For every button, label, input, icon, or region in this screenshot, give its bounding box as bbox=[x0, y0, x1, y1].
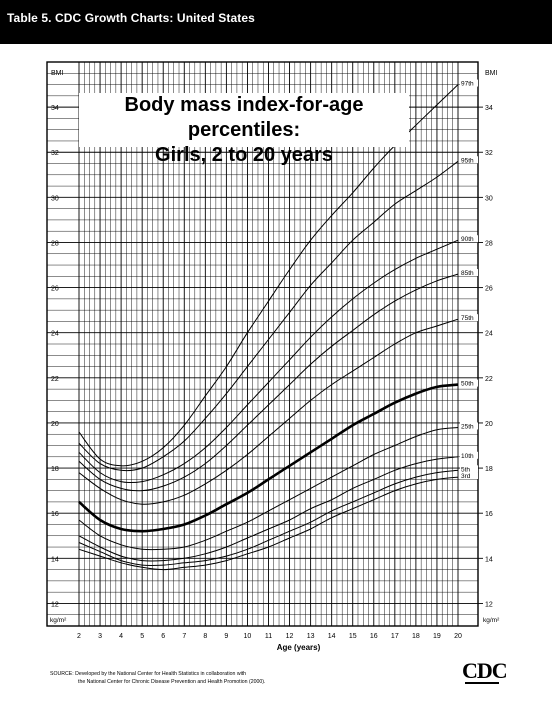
curve-label-10th: 10th bbox=[461, 453, 474, 460]
y-tick-label-right: 30 bbox=[485, 195, 493, 202]
chart-subtitle: Girls, 2 to 20 years bbox=[155, 144, 333, 166]
header-title: Table 5. CDC Growth Charts: United State… bbox=[7, 11, 255, 25]
y-tick-label-right: 12 bbox=[485, 601, 493, 608]
curve-90th bbox=[78, 239, 459, 484]
y-tick-label-right: 18 bbox=[485, 466, 493, 473]
x-tick-label: 19 bbox=[433, 633, 441, 640]
y-unit-label-left: kg/m² bbox=[50, 617, 67, 624]
curve-label-97th: 97th bbox=[461, 81, 474, 88]
cdc-logo-bar bbox=[465, 682, 499, 684]
x-axis-label: Age (years) bbox=[277, 643, 321, 652]
curve-label-bg bbox=[460, 379, 478, 387]
curve-label-bg bbox=[460, 314, 478, 322]
y-tick-label-right: 26 bbox=[485, 286, 493, 293]
curve-label-75th: 75th bbox=[461, 315, 474, 322]
x-tick-label: 3 bbox=[98, 633, 102, 640]
curve-label-bg bbox=[460, 156, 478, 164]
x-tick-label: 12 bbox=[286, 633, 294, 640]
curve-label-95th: 95th bbox=[461, 157, 474, 164]
chart-title: Body mass index-for-age percentiles: bbox=[124, 94, 364, 141]
y-tick-label-left: 12 bbox=[51, 601, 59, 608]
y-tick-label-left: 20 bbox=[51, 421, 59, 428]
curve-label-bg bbox=[460, 472, 478, 480]
y-unit-label-right: kg/m² bbox=[483, 617, 500, 624]
curve-label-90th: 90th bbox=[461, 236, 474, 243]
curve-label-25th: 25th bbox=[461, 423, 474, 430]
y-tick-label-right: 16 bbox=[485, 511, 493, 518]
curve-3rd bbox=[78, 476, 459, 571]
y-tick-label-left: 22 bbox=[51, 376, 59, 383]
x-tick-label: 11 bbox=[265, 633, 272, 640]
curve-label-bg bbox=[460, 269, 478, 277]
cdc-logo-text: CDC bbox=[462, 658, 508, 683]
curve-25th bbox=[78, 427, 459, 551]
y-tick-label-left: 18 bbox=[51, 466, 59, 473]
x-tick-label: 2 bbox=[77, 633, 81, 640]
y-tick-label-left: 24 bbox=[51, 331, 59, 338]
curve-50th bbox=[78, 383, 459, 533]
x-tick-label: 20 bbox=[454, 633, 462, 640]
y-tick-label-left: 34 bbox=[51, 105, 59, 112]
y-tick-label-left: 32 bbox=[51, 150, 59, 157]
y-tick-label-right: 34 bbox=[485, 105, 493, 112]
x-tick-label: 8 bbox=[203, 633, 207, 640]
y-tick-label-right: 32 bbox=[485, 150, 493, 157]
y-tick-label-left: 14 bbox=[51, 556, 59, 563]
y-tick-label-left: 26 bbox=[51, 286, 59, 293]
y-tick-label-right: 20 bbox=[485, 421, 493, 428]
y-tick-label-left: 30 bbox=[51, 195, 59, 202]
x-tick-label: 10 bbox=[244, 633, 252, 640]
x-tick-label: 5 bbox=[140, 633, 144, 640]
curve-95th bbox=[78, 160, 459, 472]
x-tick-label: 15 bbox=[349, 633, 357, 640]
curve-label-bg bbox=[460, 465, 478, 473]
x-tick-label: 18 bbox=[412, 633, 420, 640]
curve-label-bg bbox=[460, 235, 478, 243]
x-tick-label: 17 bbox=[391, 633, 399, 640]
y-tick-label-right: 14 bbox=[485, 556, 493, 563]
y-tick-label-right: 24 bbox=[485, 331, 493, 338]
source-line-2: the National Center for Chronic Disease … bbox=[78, 679, 266, 685]
source-note: SOURCE: Developed by the National Center… bbox=[50, 670, 265, 686]
x-tick-label: 16 bbox=[370, 633, 378, 640]
curve-label-bg bbox=[460, 451, 478, 459]
y-tick-label-left: 16 bbox=[51, 511, 59, 518]
y-tick-label-right: 22 bbox=[485, 376, 493, 383]
cdc-logo: CDC bbox=[462, 658, 508, 686]
curve-label-5th: 5th bbox=[461, 466, 470, 473]
x-tick-label: 7 bbox=[182, 633, 186, 640]
curve-85th bbox=[78, 273, 459, 492]
x-tick-label: 6 bbox=[161, 633, 165, 640]
curve-label-bg bbox=[460, 422, 478, 430]
x-tick-label: 9 bbox=[224, 633, 228, 640]
curve-label-3rd: 3rd bbox=[461, 473, 471, 480]
curve-label-bg bbox=[460, 79, 478, 87]
y-tick-label-left: 28 bbox=[51, 240, 59, 247]
curve-75th bbox=[78, 318, 459, 505]
curve-5th bbox=[78, 469, 459, 567]
curve-10th bbox=[78, 456, 459, 562]
x-tick-label: 13 bbox=[307, 633, 315, 640]
curve-label-85th: 85th bbox=[461, 270, 474, 277]
x-tick-label: 4 bbox=[119, 633, 123, 640]
header-bar: Table 5. CDC Growth Charts: United State… bbox=[0, 0, 552, 44]
y-tick-label-right: 28 bbox=[485, 240, 493, 247]
y-axis-label-right: BMI bbox=[485, 70, 498, 77]
chart-title-box: Body mass index-for-age percentiles: Gir… bbox=[79, 93, 409, 166]
x-tick-label: 14 bbox=[328, 633, 336, 640]
y-axis-label-left: BMI bbox=[51, 70, 64, 77]
curve-label-50th: 50th bbox=[461, 381, 474, 388]
source-line-1: SOURCE: Developed by the National Center… bbox=[50, 671, 247, 677]
